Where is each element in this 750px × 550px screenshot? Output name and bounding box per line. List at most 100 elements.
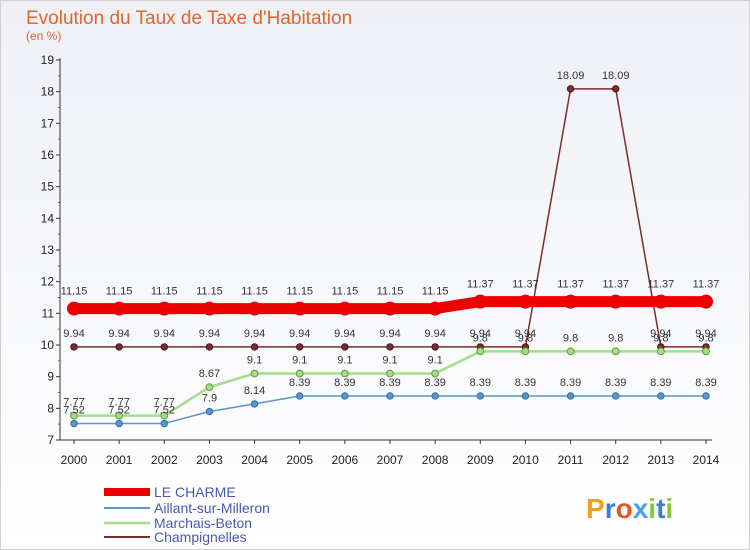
- data-point-aillant-sur-milleron: [70, 419, 78, 428]
- data-point-aillant-sur-milleron: [205, 407, 214, 416]
- data-point-aillant-sur-milleron: [521, 392, 530, 400]
- data-label-le-charme: 11.15: [61, 286, 88, 298]
- data-point-aillant-sur-milleron: [657, 392, 665, 400]
- data-point-marchais-beton: [160, 411, 169, 420]
- data-label-champignelles: 9.94: [379, 328, 400, 340]
- data-point-marchais-beton: [70, 411, 78, 420]
- logo-letter: r: [605, 493, 616, 524]
- data-point-le-charme: [292, 301, 307, 316]
- data-point-le-charme: [112, 301, 127, 316]
- data-label-aillant-sur-milleron: 8.39: [650, 377, 671, 389]
- data-point-champignelles: [296, 343, 304, 351]
- data-label-marchais-beton: 9.1: [292, 355, 307, 367]
- logo-letter: i: [665, 493, 673, 524]
- data-point-le-charme: [653, 294, 668, 309]
- data-label-le-charme: 11.15: [241, 286, 268, 298]
- data-label-aillant-sur-milleron: 8.39: [379, 377, 400, 389]
- data-point-aillant-sur-milleron: [160, 419, 168, 428]
- series-points: [67, 85, 713, 428]
- data-label-champignelles: 9.94: [650, 328, 671, 340]
- data-label-champignelles: 18.09: [602, 70, 630, 82]
- y-tick-label: 16: [41, 148, 55, 162]
- x-tick-label: 2013: [648, 453, 675, 467]
- data-point-le-charme: [157, 301, 172, 316]
- data-point-champignelles: [431, 343, 439, 351]
- data-point-le-charme: [473, 294, 488, 309]
- data-label-champignelles: 9.94: [108, 328, 129, 340]
- data-label-marchais-beton: 9.1: [382, 355, 397, 367]
- y-tick-label: 12: [41, 275, 55, 289]
- data-point-champignelles: [205, 343, 214, 351]
- legend-label-marchais-beton: Marchais-Beton: [154, 515, 252, 531]
- data-label-le-charme: 11.15: [286, 286, 313, 298]
- data-point-le-charme: [202, 301, 217, 316]
- x-tick-label: 2009: [467, 453, 494, 467]
- data-label-marchais-beton: 9.8: [608, 332, 623, 344]
- data-label-champignelles: 9.94: [334, 328, 355, 340]
- data-point-le-charme: [428, 301, 443, 316]
- data-label-marchais-beton: 7.77: [63, 397, 84, 409]
- data-label-champignelles: 18.09: [557, 70, 585, 82]
- data-label-aillant-sur-milleron: 8.39: [424, 377, 445, 389]
- data-point-aillant-sur-milleron: [115, 419, 123, 428]
- legend: LE CHARMEAillant-sur-MilleronMarchais-Be…: [104, 484, 270, 545]
- data-label-marchais-beton: 9.8: [653, 332, 668, 344]
- y-tick-label: 13: [41, 243, 55, 257]
- logo-letter: x: [633, 493, 649, 524]
- data-label-champignelles: 9.94: [154, 328, 175, 340]
- data-point-le-charme: [67, 301, 81, 316]
- data-label-aillant-sur-milleron: 7.52: [63, 405, 84, 417]
- x-tick-label: 2002: [151, 453, 178, 467]
- data-label-aillant-sur-milleron: 8.39: [334, 377, 355, 389]
- data-point-marchais-beton: [656, 347, 665, 356]
- data-label-aillant-sur-milleron: 8.39: [470, 377, 491, 389]
- data-label-champignelles: 9.94: [289, 328, 310, 340]
- data-label-marchais-beton: 9.1: [427, 355, 442, 367]
- data-point-champignelles: [386, 343, 394, 351]
- data-label-aillant-sur-milleron: 8.39: [560, 377, 581, 389]
- data-point-le-charme: [563, 294, 578, 309]
- x-tick-label: 2008: [422, 453, 449, 467]
- y-tick-label: 11: [42, 306, 55, 320]
- x-tick-label: 2004: [241, 453, 268, 467]
- data-label-aillant-sur-milleron: 8.39: [515, 377, 536, 389]
- data-label-marchais-beton: 8.67: [199, 368, 220, 380]
- x-tick-label: 2007: [377, 453, 404, 467]
- data-label-aillant-sur-milleron: 7.52: [154, 405, 175, 417]
- data-point-aillant-sur-milleron: [386, 392, 394, 400]
- data-point-le-charme: [699, 294, 713, 309]
- data-point-marchais-beton: [295, 369, 304, 378]
- x-tick-label: 2006: [332, 453, 359, 467]
- data-point-le-charme: [337, 301, 352, 316]
- data-label-le-charme: 11.37: [512, 279, 539, 291]
- data-label-le-charme: 11.15: [196, 286, 223, 298]
- data-point-aillant-sur-milleron: [612, 392, 620, 400]
- data-label-marchais-beton: 9.8: [473, 332, 488, 344]
- data-label-champignelles: 9.94: [470, 328, 491, 340]
- data-label-champignelles: 9.94: [199, 328, 220, 340]
- data-label-le-charme: 11.37: [693, 279, 720, 291]
- axes: 7 8 9 10 11 12 13 14 15 16 17 18 19 2000 2001 2002 2003 2…: [41, 53, 720, 467]
- data-label-champignelles: 9.94: [695, 328, 716, 340]
- data-label-aillant-sur-milleron: 8.14: [244, 385, 265, 397]
- logo-letter: i: [648, 493, 656, 524]
- x-tick-label: 2000: [61, 453, 88, 467]
- chart-subtitle: (en %): [26, 29, 61, 43]
- data-point-le-charme: [608, 294, 623, 309]
- data-label-aillant-sur-milleron: 8.39: [605, 377, 626, 389]
- data-label-le-charme: 11.15: [331, 286, 358, 298]
- data-label-marchais-beton: 9.8: [518, 332, 533, 344]
- y-tick-label: 17: [41, 116, 55, 130]
- data-label-aillant-sur-milleron: 8.39: [289, 377, 310, 389]
- data-point-champignelles: [341, 343, 349, 351]
- y-tick-label: 14: [41, 211, 55, 225]
- data-point-aillant-sur-milleron: [341, 392, 349, 400]
- data-label-champignelles: 9.94: [63, 328, 84, 340]
- data-point-marchais-beton: [702, 347, 710, 356]
- y-tick-label: 9: [47, 370, 54, 384]
- x-tick-label: 2005: [286, 453, 313, 467]
- data-point-marchais-beton: [566, 347, 575, 356]
- data-point-marchais-beton: [340, 369, 349, 378]
